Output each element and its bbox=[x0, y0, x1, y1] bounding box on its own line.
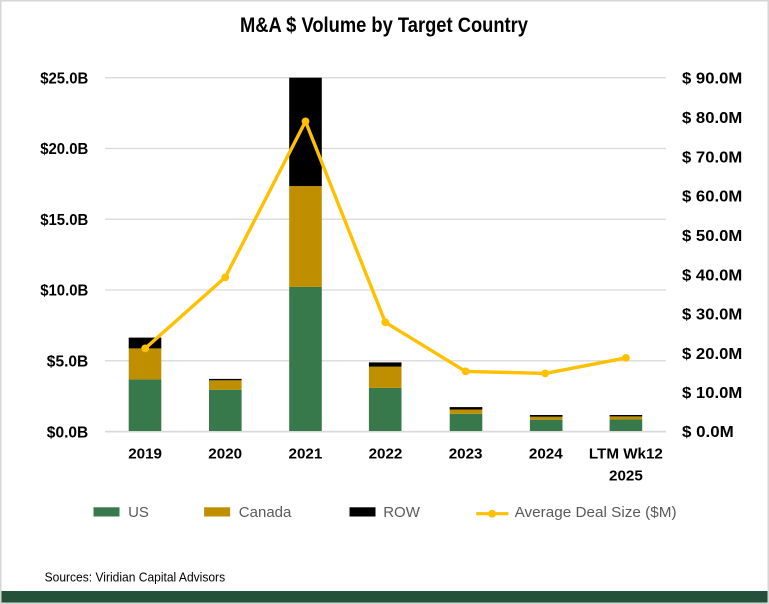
svg-text:$10.0B: $10.0B bbox=[40, 283, 88, 300]
svg-text:$20.0B: $20.0B bbox=[40, 141, 88, 158]
svg-text:$ 30.0M: $ 30.0M bbox=[682, 307, 742, 324]
svg-text:Sources: Viridian Capital Advi: Sources: Viridian Capital Advisors bbox=[45, 569, 226, 584]
svg-text:2019: 2019 bbox=[128, 446, 162, 463]
svg-text:$15.0B: $15.0B bbox=[40, 212, 88, 229]
svg-text:$ 80.0M: $ 80.0M bbox=[682, 110, 742, 127]
svg-text:$ 40.0M: $ 40.0M bbox=[682, 267, 742, 284]
svg-text:Canada: Canada bbox=[239, 504, 292, 521]
svg-text:2023: 2023 bbox=[449, 446, 483, 463]
svg-text:2025: 2025 bbox=[609, 468, 643, 485]
svg-text:$0.0B: $0.0B bbox=[47, 425, 89, 442]
svg-text:$ 20.0M: $ 20.0M bbox=[682, 346, 742, 363]
svg-text:2024: 2024 bbox=[529, 446, 563, 463]
svg-text:M&A $ Volume by Target Country: M&A $ Volume by Target Country bbox=[240, 14, 528, 37]
svg-text:2022: 2022 bbox=[369, 446, 403, 463]
svg-text:2020: 2020 bbox=[208, 446, 242, 463]
svg-text:ROW: ROW bbox=[383, 504, 421, 521]
svg-text:$25.0B: $25.0B bbox=[40, 70, 88, 87]
svg-text:US: US bbox=[128, 504, 149, 521]
svg-text:$ 10.0M: $ 10.0M bbox=[682, 385, 742, 402]
svg-text:$5.0B: $5.0B bbox=[47, 353, 89, 370]
svg-text:$ 60.0M: $ 60.0M bbox=[682, 189, 742, 206]
svg-text:$ 50.0M: $ 50.0M bbox=[682, 228, 742, 245]
svg-text:LTM Wk12: LTM Wk12 bbox=[589, 446, 663, 463]
svg-text:$ 90.0M: $ 90.0M bbox=[682, 71, 742, 88]
svg-text:Average Deal Size ($M): Average Deal Size ($M) bbox=[515, 504, 677, 521]
svg-text:$ 0.0M: $ 0.0M bbox=[682, 424, 734, 441]
svg-text:$ 70.0M: $ 70.0M bbox=[682, 149, 742, 166]
svg-text:2021: 2021 bbox=[289, 446, 323, 463]
